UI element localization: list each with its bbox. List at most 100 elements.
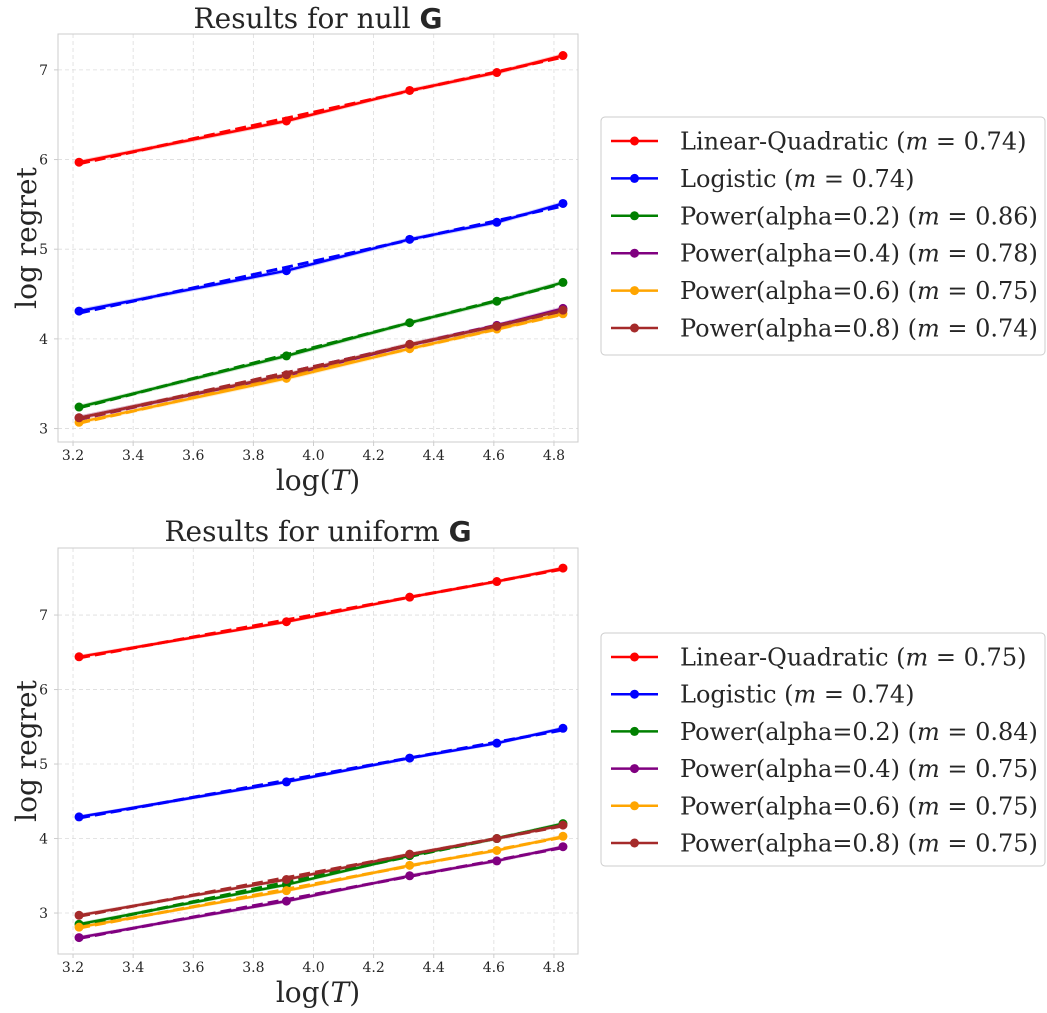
y-axis-label: log regret: [10, 679, 43, 821]
data-point: [492, 321, 502, 331]
data-point: [492, 856, 502, 866]
series-fit-line: [78, 728, 564, 820]
plot-frame: [57, 547, 579, 955]
legend-item: Logistic (m = 0.74): [611, 681, 914, 709]
x-tick-label: 4.0: [302, 448, 324, 464]
x-tick-label: 3.4: [122, 448, 144, 464]
data-point: [558, 723, 568, 733]
data-point: [74, 402, 84, 412]
data-point: [405, 85, 415, 95]
x-tick-label: 3.2: [62, 448, 84, 464]
legend-item: Linear-Quadratic (m = 0.74): [611, 128, 1026, 156]
legend-label: Power(alpha=0.2) (m = 0.84): [680, 718, 1038, 746]
series-fit-line: [78, 282, 564, 410]
x-tick-label: 3.2: [62, 960, 84, 976]
legend-label: Power(alpha=0.8) (m = 0.74): [680, 315, 1038, 343]
legend-close-paren: ): [1029, 755, 1038, 783]
legend-close-paren: ): [905, 165, 914, 193]
chart-title-symbol: G: [419, 2, 442, 35]
legend-m-symbol: m: [917, 277, 940, 305]
series-group: [74, 51, 568, 427]
legend-open-paren: (: [777, 681, 794, 709]
x-tick-label: 4.6: [483, 960, 505, 976]
legend-equals: =: [940, 830, 975, 858]
legend-close-paren: ): [1017, 644, 1026, 672]
series-band: [79, 53, 563, 165]
legend-series-name: Power(alpha=0.4): [680, 240, 900, 268]
legend-series-name: Logistic: [680, 165, 777, 193]
legend-close-paren: ): [1029, 830, 1038, 858]
legend-swatch-marker: [630, 764, 639, 774]
y-tick-label: 7: [39, 608, 48, 624]
legend-m-value: 0.75: [964, 644, 1017, 672]
legend-open-paren: (: [889, 644, 906, 672]
chart-title-text: Results for null: [194, 2, 411, 35]
data-point: [281, 886, 291, 896]
legend-series-name: Power(alpha=0.6): [680, 277, 900, 305]
legend-series-name: Power(alpha=0.2): [680, 718, 900, 746]
data-point: [281, 116, 291, 126]
legend-close-paren: ): [1029, 277, 1038, 305]
y-tick-label: 6: [39, 683, 48, 699]
legend-m-symbol: m: [794, 681, 817, 709]
legend-series-name: Power(alpha=0.8): [680, 830, 900, 858]
legend-open-paren: (: [900, 755, 917, 783]
data-point: [405, 318, 415, 328]
grid: [58, 548, 578, 954]
legend-equals: =: [940, 315, 975, 343]
legend-close-paren: ): [1029, 202, 1038, 230]
x-axis-label-text: log(: [276, 976, 331, 1009]
legend-series-name: Power(alpha=0.2): [680, 202, 900, 230]
legend-equals: =: [928, 128, 963, 156]
legend-m-value: 0.86: [975, 202, 1028, 230]
data-point: [405, 592, 415, 602]
y-tick-label: 4: [39, 332, 48, 348]
legend-equals: =: [940, 755, 975, 783]
legend-close-paren: ): [1029, 240, 1038, 268]
data-point: [405, 871, 415, 881]
data-point: [74, 413, 84, 423]
legend-swatch-marker: [630, 323, 639, 333]
legend-equals: =: [940, 240, 975, 268]
data-point: [281, 617, 291, 627]
legend-swatch-marker: [630, 652, 639, 662]
chart-title-space: [411, 2, 420, 35]
legend-swatch-marker: [630, 801, 639, 811]
data-point: [492, 845, 502, 855]
data-point: [492, 738, 502, 748]
data-point: [74, 306, 84, 316]
chart-title: Results for null G: [194, 2, 443, 35]
x-tick-label: 3.8: [242, 960, 264, 976]
data-point: [281, 370, 291, 380]
data-point: [74, 922, 84, 932]
legend-open-paren: (: [900, 202, 917, 230]
legend-equals: =: [816, 165, 851, 193]
x-tick-label: 4.2: [362, 448, 384, 464]
chart-title-space: [440, 515, 449, 548]
data-point: [281, 896, 291, 906]
x-tick-label: 4.6: [483, 448, 505, 464]
data-point: [558, 831, 568, 841]
chart-title-text: Results for uniform: [164, 515, 439, 548]
legend-m-symbol: m: [917, 315, 940, 343]
legend-m-symbol: m: [917, 202, 940, 230]
legend-close-paren: ): [1029, 792, 1038, 820]
legend-swatch-marker: [630, 211, 639, 221]
series-fit-line: [78, 55, 564, 166]
legend-m-symbol: m: [917, 718, 940, 746]
grid: [58, 34, 578, 442]
data-point: [558, 277, 568, 287]
legend-series-name: Linear-Quadratic: [680, 644, 889, 672]
legend-m-symbol: m: [906, 644, 929, 672]
legend-swatch-marker: [630, 248, 639, 258]
series-fit-line: [78, 204, 564, 315]
legend-label: Power(alpha=0.4) (m = 0.75): [680, 755, 1038, 783]
legend-item: Power(alpha=0.2) (m = 0.86): [611, 202, 1038, 230]
data-point: [281, 875, 291, 885]
series-fit-line: [78, 822, 564, 927]
y-tick-label: 7: [39, 63, 48, 79]
x-tick-label: 3.4: [122, 960, 144, 976]
y-tick-label: 5: [39, 242, 48, 258]
y-tick-label: 3: [39, 422, 48, 438]
